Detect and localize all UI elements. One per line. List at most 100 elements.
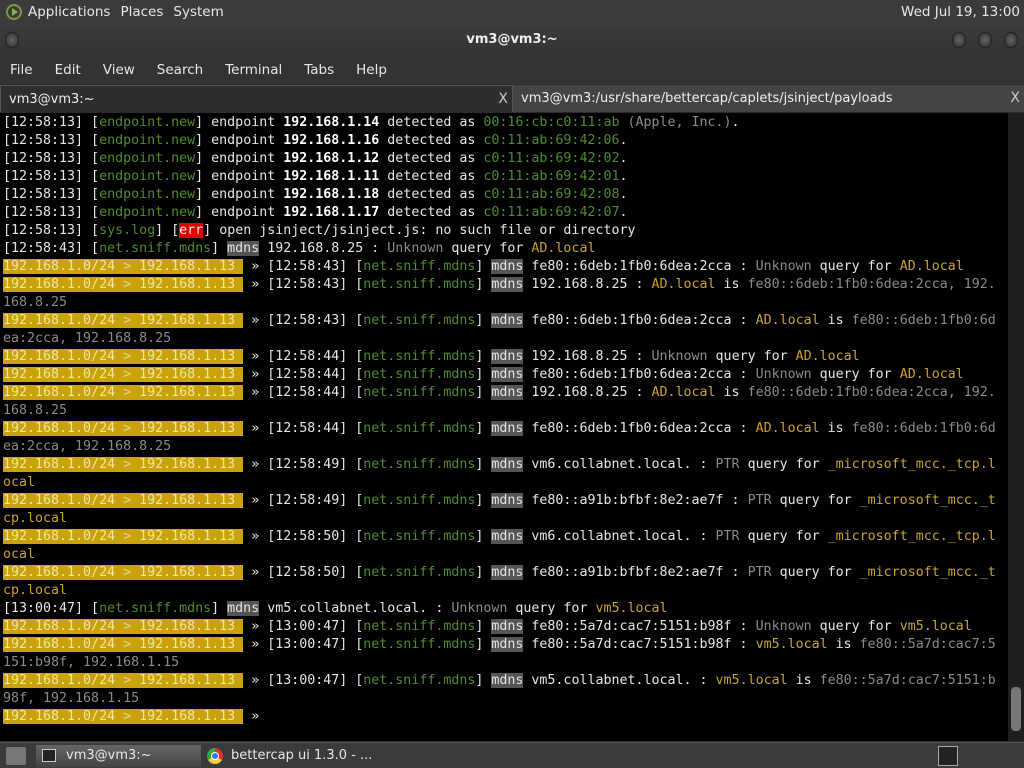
log-text: is <box>715 385 748 400</box>
dim-text: fe80::5a7d:cac7:5151:b98f, 192.168.1.15 <box>3 673 996 706</box>
module-name: net.sniff.mdns <box>363 493 476 508</box>
tab-close-icon[interactable]: X <box>498 91 508 107</box>
mdns-badge: mdns <box>491 619 524 634</box>
dim-text: fe80::6deb:1fb0:6dea:2cca, 192.168.8.25 <box>3 277 996 310</box>
module-name: endpoint.new <box>99 115 196 130</box>
log-text: detected as <box>379 205 484 220</box>
mdns-badge: mdns <box>491 637 524 652</box>
tab-payloads[interactable]: vm3@vm3:/usr/share/bettercap/caplets/jsi… <box>513 85 1024 112</box>
prompt: 192.168.1.0/24 <box>3 259 124 274</box>
module-name: net.sniff.mdns <box>363 367 476 382</box>
query-name: vm5.local <box>755 637 828 652</box>
terminal-line: 192.168.1.0/24 > 192.168.1.13 » [13:00:4… <box>3 636 1004 672</box>
menu-applications[interactable]: Applications <box>28 4 111 20</box>
terminal-line: 192.168.1.0/24 > 192.168.1.13 » [13:00:4… <box>3 672 1004 708</box>
log-text: . <box>619 169 628 184</box>
scrollbar-thumb[interactable] <box>1011 687 1021 731</box>
maximize-icon[interactable] <box>978 32 992 48</box>
menu-search[interactable]: Search <box>156 62 204 78</box>
terminal-scrollbar[interactable] <box>1008 113 1024 741</box>
log-text: ] <box>475 619 492 634</box>
menu-edit[interactable]: Edit <box>54 62 81 78</box>
close-window-icon[interactable] <box>1004 32 1018 48</box>
module-name: c0:11:ab:69:42:08 <box>483 187 620 202</box>
workspace-switcher-icon[interactable] <box>938 746 958 766</box>
dim-text: Unknown <box>755 259 812 274</box>
module-name: net.sniff.mdns <box>99 601 212 616</box>
window-titlebar[interactable]: vm3@vm3:~ <box>0 24 1024 56</box>
window-title: vm3@vm3:~ <box>466 32 558 47</box>
log-text: fe80::6deb:1fb0:6dea:2cca : <box>523 259 756 274</box>
log-text: detected as <box>379 151 484 166</box>
log-text: query for <box>707 349 796 364</box>
minimize-icon[interactable] <box>952 32 966 48</box>
module-name: net.sniff.mdns <box>363 421 476 436</box>
prompt: > <box>123 349 132 364</box>
log-text: query for <box>507 601 596 616</box>
terminal-line: 192.168.1.0/24 > 192.168.1.13 » [12:58:5… <box>3 528 1004 564</box>
prompt: 192.168.1.0/24 <box>3 637 124 652</box>
endpoint-ip: 192.168.1.11 <box>283 169 380 184</box>
menu-terminal[interactable]: Terminal <box>225 62 283 78</box>
log-text: [12:58:13] [ <box>3 205 100 220</box>
dim-text: Unknown <box>651 349 708 364</box>
error-badge: err <box>179 223 204 238</box>
distro-logo-icon[interactable] <box>6 4 22 20</box>
prompt: > <box>123 421 132 436</box>
log-text: vm5.collabnet.local. : <box>523 673 716 688</box>
log-text: ] endpoint <box>195 115 284 130</box>
menu-tabs[interactable]: Tabs <box>304 62 335 78</box>
menu-file[interactable]: File <box>10 62 33 78</box>
menu-places[interactable]: Places <box>120 4 164 20</box>
taskbar-item-terminal[interactable]: vm3@vm3:~ <box>36 744 201 767</box>
prompt: 192.168.1.0/24 <box>3 421 124 436</box>
log-text: query for <box>811 367 900 382</box>
module-name: endpoint.new <box>99 169 196 184</box>
prompt: > <box>123 313 132 328</box>
log-text: ] <box>475 385 492 400</box>
prompt: > <box>123 277 132 292</box>
log-text: [13:00:47] [ <box>3 601 100 616</box>
clock[interactable]: Wed Jul 19, 13:00 <box>901 4 1020 20</box>
log-text: query for <box>811 259 900 274</box>
query-name: _microsoft_mcc._tcp.local <box>3 565 996 598</box>
tab-label: vm3@vm3:~ <box>9 92 95 107</box>
log-text: ] <box>475 637 492 652</box>
log-text: ] endpoint <box>195 169 284 184</box>
log-text: is <box>715 277 748 292</box>
mdns-badge: mdns <box>491 385 524 400</box>
module-name: endpoint.new <box>99 187 196 202</box>
tab-close-icon[interactable]: X <box>1010 90 1020 106</box>
log-text: » [12:58:44] [ <box>243 349 364 364</box>
endpoint-ip: 192.168.1.17 <box>283 205 380 220</box>
log-text: [12:58:13] [ <box>3 223 100 238</box>
log-text: » <box>243 709 260 724</box>
log-text: . <box>619 187 628 202</box>
dim-text: fe80::5a7d:cac7:5151:b98f, 192.168.1.15 <box>3 637 996 670</box>
module-name: 00:16:cb:c0:11:ab <box>483 115 620 130</box>
taskbar-item-browser[interactable]: bettercap ui 1.3.0 - ... <box>201 745 378 767</box>
query-name: AD.local <box>755 313 820 328</box>
prompt: > <box>123 565 132 580</box>
module-name: c0:11:ab:69:42:02 <box>483 151 620 166</box>
log-text: » [13:00:47] [ <box>243 637 364 652</box>
prompt: 192.168.1.0/24 <box>3 313 124 328</box>
log-text: 192.168.8.25 : <box>523 385 652 400</box>
window-menu-icon[interactable] <box>5 32 19 48</box>
mdns-badge: mdns <box>491 277 524 292</box>
log-text: ] endpoint <box>195 205 284 220</box>
log-text: » [12:58:50] [ <box>243 529 364 544</box>
log-text: » [13:00:47] [ <box>243 673 364 688</box>
prompt: 192.168.1.0/24 <box>3 493 124 508</box>
terminal-line: [12:58:13] [endpoint.new] endpoint 192.1… <box>3 204 1004 222</box>
dim-text: PTR <box>715 529 740 544</box>
menu-view[interactable]: View <box>102 62 135 78</box>
menu-help[interactable]: Help <box>356 62 387 78</box>
show-desktop-icon[interactable] <box>6 747 26 765</box>
log-text: ] <box>475 277 492 292</box>
query-name: AD.local <box>531 241 596 256</box>
menu-system[interactable]: System <box>173 4 224 20</box>
log-text: fe80::5a7d:cac7:5151:b98f : <box>523 619 756 634</box>
terminal-output[interactable]: [12:58:13] [endpoint.new] endpoint 192.1… <box>0 113 1008 741</box>
tab-home[interactable]: vm3@vm3:~ X <box>0 85 513 112</box>
